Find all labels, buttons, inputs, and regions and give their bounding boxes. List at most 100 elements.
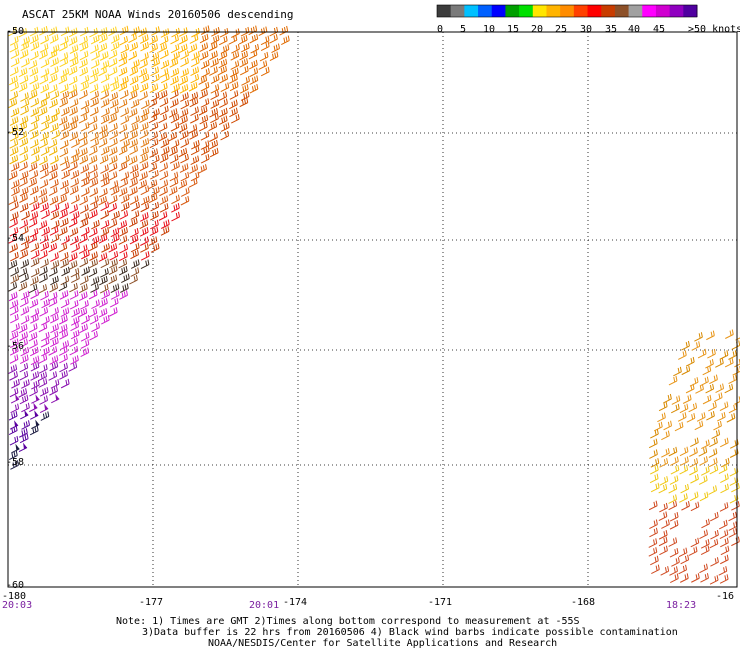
wind-barb <box>41 209 50 220</box>
map-grid <box>8 32 737 587</box>
wind-barb <box>51 108 60 118</box>
wind-barb <box>29 122 38 132</box>
wind-barb <box>200 98 210 108</box>
wind-barb <box>50 179 59 189</box>
wind-barb <box>20 273 29 284</box>
wind-barb <box>98 124 108 134</box>
wind-barb <box>718 519 728 530</box>
wind-barb <box>19 170 29 181</box>
wind-barb <box>198 164 207 174</box>
wind-barb <box>190 106 199 117</box>
wind-barb <box>706 410 715 421</box>
wind-barb <box>49 355 59 365</box>
wind-barb <box>159 186 168 197</box>
wind-barb <box>59 57 69 68</box>
legend-label: 40 <box>628 24 640 35</box>
wind-barb <box>160 28 170 38</box>
wind-barb <box>139 161 149 172</box>
wind-barb <box>61 235 70 245</box>
x-tick-label: -16 <box>716 591 735 602</box>
wind-barb <box>88 289 98 300</box>
wind-barb <box>689 491 699 502</box>
wind-barb <box>81 314 90 325</box>
wind-barb <box>711 429 721 440</box>
wind-barb <box>79 275 89 286</box>
wind-barb <box>158 113 168 124</box>
wind-barb <box>80 100 90 110</box>
wind-barb <box>58 226 68 237</box>
wind-barb <box>38 195 48 205</box>
wind-barb <box>41 298 50 309</box>
wind-barb <box>68 75 78 86</box>
wind-barb <box>705 359 714 369</box>
y-tick-label: -50 <box>6 26 25 37</box>
wind-barb <box>210 74 220 84</box>
wind-barb <box>170 43 180 54</box>
wind-barb <box>131 201 140 212</box>
wind-barb <box>731 501 740 511</box>
wind-barb <box>49 330 59 341</box>
wind-barb <box>59 139 69 150</box>
wind-barb <box>50 252 59 262</box>
wind-barb <box>710 529 719 540</box>
wind-barb <box>90 90 100 101</box>
wind-barb <box>30 308 40 318</box>
wind-barb <box>30 82 40 93</box>
wind-barb <box>129 130 138 141</box>
legend-swatch <box>464 5 479 17</box>
wind-barb <box>130 259 140 269</box>
wind-barb <box>50 275 59 286</box>
x-tick-label: -177 <box>139 597 164 608</box>
wind-barb <box>670 456 679 466</box>
wind-barb <box>139 129 149 140</box>
wind-barb <box>59 209 68 220</box>
wind-barb <box>121 273 130 284</box>
wind-barb <box>59 251 69 262</box>
wind-barb <box>651 564 660 575</box>
wind-barb <box>660 566 670 576</box>
wind-barb <box>119 178 129 188</box>
wind-barb <box>138 179 148 190</box>
wind-barb <box>61 169 70 180</box>
wind-barb <box>708 457 718 468</box>
wind-barb <box>69 44 79 54</box>
wind-barb <box>29 339 38 349</box>
wind-barb <box>140 251 150 261</box>
wind-barb <box>9 218 18 228</box>
wind-barb <box>59 41 68 52</box>
wind-barb <box>28 162 38 172</box>
wind-barb <box>720 554 729 565</box>
wind-barb <box>59 290 69 300</box>
wind-barb <box>48 26 58 37</box>
wind-barb <box>60 298 70 309</box>
wind-barb <box>118 66 128 77</box>
wind-barb <box>59 362 68 373</box>
wind-barb <box>18 442 28 453</box>
wind-barb <box>159 97 169 108</box>
wind-barb <box>9 435 19 446</box>
wind-barb <box>10 403 20 414</box>
wind-barb <box>90 97 99 108</box>
y-tick-label: -52 <box>6 127 25 138</box>
wind-barb <box>58 243 68 253</box>
wind-barb <box>248 25 258 36</box>
wind-barb <box>31 146 40 156</box>
wind-barb <box>9 146 19 156</box>
wind-barb <box>191 140 200 150</box>
wind-barb <box>731 536 740 547</box>
wind-barb <box>654 421 663 432</box>
wind-barb <box>18 82 28 93</box>
wind-barb <box>8 291 18 302</box>
wind-barb <box>179 75 189 86</box>
wind-barb <box>68 65 78 76</box>
wind-barb <box>71 243 80 253</box>
wind-barb <box>31 419 40 430</box>
wind-barb <box>20 346 30 357</box>
wind-barb <box>9 338 19 349</box>
wind-barb <box>30 314 39 324</box>
wind-barb <box>269 51 279 62</box>
wind-barb <box>89 187 99 198</box>
wind-barb <box>30 249 40 260</box>
wind-barb <box>90 67 99 78</box>
wind-barb <box>160 59 170 70</box>
